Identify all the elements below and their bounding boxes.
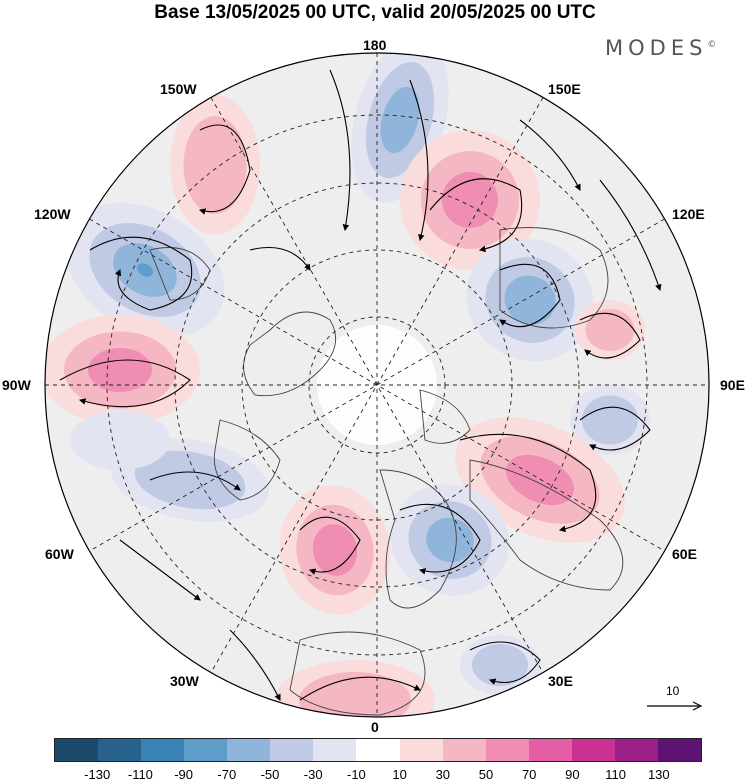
colorbar-tick-label: 130 (647, 767, 670, 782)
colorbar-swatch (227, 739, 271, 761)
colorbar-tick-label: -50 (260, 767, 280, 782)
coastline-path (469, 459, 624, 591)
streamline-arrow (299, 516, 361, 575)
streamline-arrow (149, 471, 241, 491)
streamlines (59, 69, 662, 701)
lon-label-0: 0 (371, 719, 379, 735)
colorbar-swatch (442, 739, 486, 761)
lon-label-90e: 90E (720, 377, 745, 393)
streamline-arrow (299, 676, 421, 701)
modes-logo: MODES© (605, 36, 716, 60)
colorbar (54, 738, 702, 762)
streamline-arrow (499, 263, 561, 328)
colorbar-tick-label: 30 (435, 767, 451, 782)
anomaly-contour (183, 116, 247, 214)
streamline-arrow (329, 69, 351, 232)
colorbar-tick-label: 110 (605, 767, 626, 782)
anomaly-contour (137, 263, 153, 277)
streamline-arrow (469, 641, 541, 685)
colorbar-swatch (485, 739, 529, 761)
anomaly-contour (585, 309, 635, 351)
colorbar-tick-label: -70 (217, 767, 237, 782)
colorbar-swatch (313, 739, 357, 761)
lon-label-120w: 120W (34, 206, 71, 222)
meridian-line (89, 218, 665, 552)
streamline-arrow (59, 359, 191, 408)
brand-text: MODES (605, 36, 708, 60)
colorbar-tick-label: 70 (521, 767, 537, 782)
colorbar-swatch (184, 739, 228, 761)
streamline-arrow (249, 246, 311, 271)
coastline-path (289, 631, 426, 716)
streamline-arrow (409, 79, 429, 242)
streamline-arrow (119, 539, 201, 601)
colorbar-tick-label: -90 (174, 767, 193, 782)
map-title: Base 13/05/2025 00 UTC, valid 20/05/2025… (154, 2, 596, 23)
anomaly-contour (380, 86, 420, 154)
streamline-arrow (229, 629, 281, 701)
colorbar-swatch (614, 739, 658, 761)
reference-vector-label: 10 (666, 684, 680, 698)
colorbar-swatch (141, 739, 185, 761)
colorbar-swatch (356, 739, 400, 761)
colorbar-tick-labels: -130 -110 -90 -70 -50 -30 -10 10 30 50 70 90 110 130 (0, 767, 750, 783)
lon-label-150w: 150W (160, 81, 197, 97)
colorbar-swatch (270, 739, 314, 761)
coastline-path (379, 469, 457, 609)
coastline-path (213, 419, 281, 501)
anomaly-contour (504, 275, 556, 325)
coastline-path (419, 389, 471, 444)
map-disc (45, 53, 709, 717)
streamline-arrow (89, 236, 193, 311)
colorbar-swatch (528, 739, 572, 761)
anomaly-contour (426, 517, 474, 563)
streamline-arrow (198, 124, 251, 215)
coastline-path (499, 227, 609, 329)
colorbar-tick-label: -10 (346, 767, 366, 782)
streamline-arrow (579, 406, 651, 451)
colorbar-tick-label: 10 (392, 767, 407, 782)
lon-label-60e: 60E (672, 546, 697, 562)
anomaly-contour (134, 450, 246, 510)
lon-label-150e: 150E (548, 81, 581, 97)
height-anomaly-fills (45, 53, 650, 717)
streamline-arrow (599, 179, 662, 292)
colorbar-swatch (55, 739, 99, 761)
colorbar-tick-label: -130 (84, 767, 111, 782)
brand-copyright-mark: © (707, 40, 717, 50)
colorbar-swatch (98, 739, 142, 761)
arrow-right-icon (647, 701, 703, 711)
colorbar-tick-label: -30 (303, 767, 323, 782)
colorbar-swatch (571, 739, 615, 761)
colorbar-swatch (657, 739, 701, 761)
anomaly-contour (70, 410, 170, 470)
anomaly-contour (88, 348, 152, 392)
coastlines (149, 227, 624, 716)
streamline-arrow (459, 433, 597, 533)
lon-label-30w: 30W (170, 673, 199, 689)
coastline-path (243, 311, 337, 397)
graticule (45, 53, 709, 717)
anomaly-contour (312, 524, 358, 576)
anomaly-contour (472, 644, 528, 686)
meridian-line (210, 97, 544, 673)
colorbar-tick-label: 90 (565, 767, 580, 782)
streamline-arrow (429, 178, 523, 253)
lon-label-120e: 120E (672, 206, 705, 222)
lon-label-180: 180 (363, 37, 387, 53)
streamline-arrow (579, 312, 641, 359)
lon-label-90w: 90W (2, 377, 31, 393)
lon-label-30e: 30E (548, 673, 573, 689)
lon-label-60w: 60W (45, 546, 74, 562)
anomaly-contour (582, 395, 638, 445)
streamline-arrow (399, 503, 481, 575)
colorbar-tick-label: 50 (478, 767, 494, 782)
colorbar-tick-label: -110 (127, 767, 153, 782)
colorbar-swatch (399, 739, 443, 761)
map-border (44, 52, 710, 718)
streamline-arrow (519, 119, 581, 191)
